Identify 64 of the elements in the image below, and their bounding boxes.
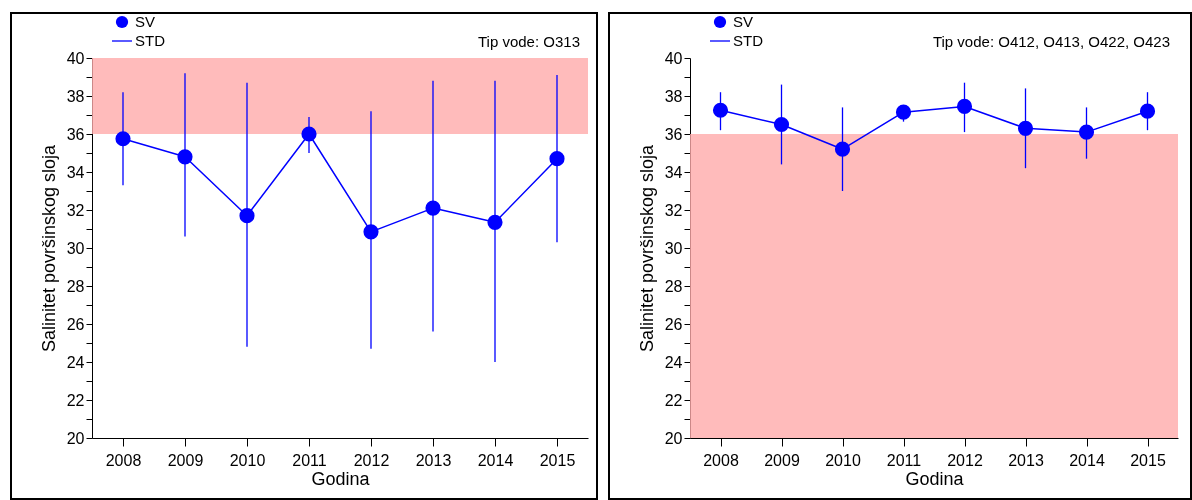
point (549, 151, 565, 167)
y-tick-label: 40 (66, 49, 85, 67)
x-tick-label: 2012 (947, 451, 983, 469)
point (895, 104, 912, 120)
y-axis-title: Salinitet površinskog sloja (636, 143, 657, 353)
y-tick-label: 32 (66, 201, 85, 219)
point (301, 126, 317, 142)
y-tick-label: 36 (664, 125, 683, 143)
point (425, 200, 441, 216)
x-tick-label: 2011 (886, 451, 922, 469)
point (773, 116, 790, 133)
x-tick-label: 2010 (825, 451, 861, 469)
y-tick-label: 22 (66, 391, 85, 409)
y-tick-label: 28 (66, 277, 85, 295)
y-tick-label: 28 (664, 277, 683, 295)
text: STD (733, 32, 764, 49)
point (177, 149, 193, 165)
point (239, 208, 255, 224)
y-tick-label: 40 (664, 49, 683, 67)
point (1078, 124, 1095, 140)
y-axis-title: Salinitet površinskog sloja (38, 143, 59, 353)
legend-label: SV (135, 13, 156, 30)
y-tick-label: 34 (66, 163, 85, 181)
legend-label: SV (733, 13, 754, 30)
y-tick-label: 22 (664, 391, 683, 409)
y-tick-label: 38 (664, 87, 683, 105)
x-tick-label: 2008 (703, 451, 739, 469)
point (115, 131, 131, 147)
x-tick-label: 2008 (105, 451, 142, 469)
x-tick-label: 2012 (353, 451, 390, 469)
y-tick-label: 30 (66, 239, 85, 257)
point (487, 214, 503, 230)
chart-subtitle: Tip vode: O313 (477, 33, 580, 50)
text: STD (135, 32, 166, 49)
x-axis-title: Godina (311, 468, 371, 489)
y-tick-label: 26 (66, 315, 85, 333)
point (956, 98, 973, 115)
y-tick-label: 24 (66, 353, 85, 371)
y-tick-label: 24 (664, 353, 683, 371)
y-tick-label: 20 (664, 429, 683, 447)
point (1139, 103, 1156, 119)
x-tick-label: 2013 (1008, 451, 1044, 469)
x-tick-label: 2009 (764, 451, 800, 469)
y-tick-label: 30 (664, 239, 683, 257)
point (834, 141, 851, 157)
point (363, 224, 379, 240)
x-tick-label: 2015 (1130, 451, 1166, 469)
x-tick-label: 2011 (292, 451, 327, 469)
x-tick-label: 2009 (167, 451, 204, 469)
x-axis-title: Godina (905, 468, 965, 489)
y-tick-label: 32 (664, 201, 683, 219)
x-tick-label: 2010 (229, 451, 266, 469)
x-tick-label: 2014 (477, 451, 514, 469)
x-tick-label: 2013 (415, 451, 452, 469)
y-tick-label: 38 (66, 87, 85, 105)
x-tick-label: 2014 (1069, 451, 1105, 469)
y-tick-label: 34 (664, 163, 683, 181)
x-tick-label: 2015 (539, 451, 576, 469)
y-tick-label: 36 (66, 125, 85, 143)
point (1017, 120, 1034, 136)
point (712, 102, 729, 118)
y-tick-label: 20 (66, 429, 85, 447)
chart-subtitle: Tip vode: O412, O413, O422, O423 (932, 33, 1170, 50)
y-tick-label: 26 (664, 315, 683, 333)
